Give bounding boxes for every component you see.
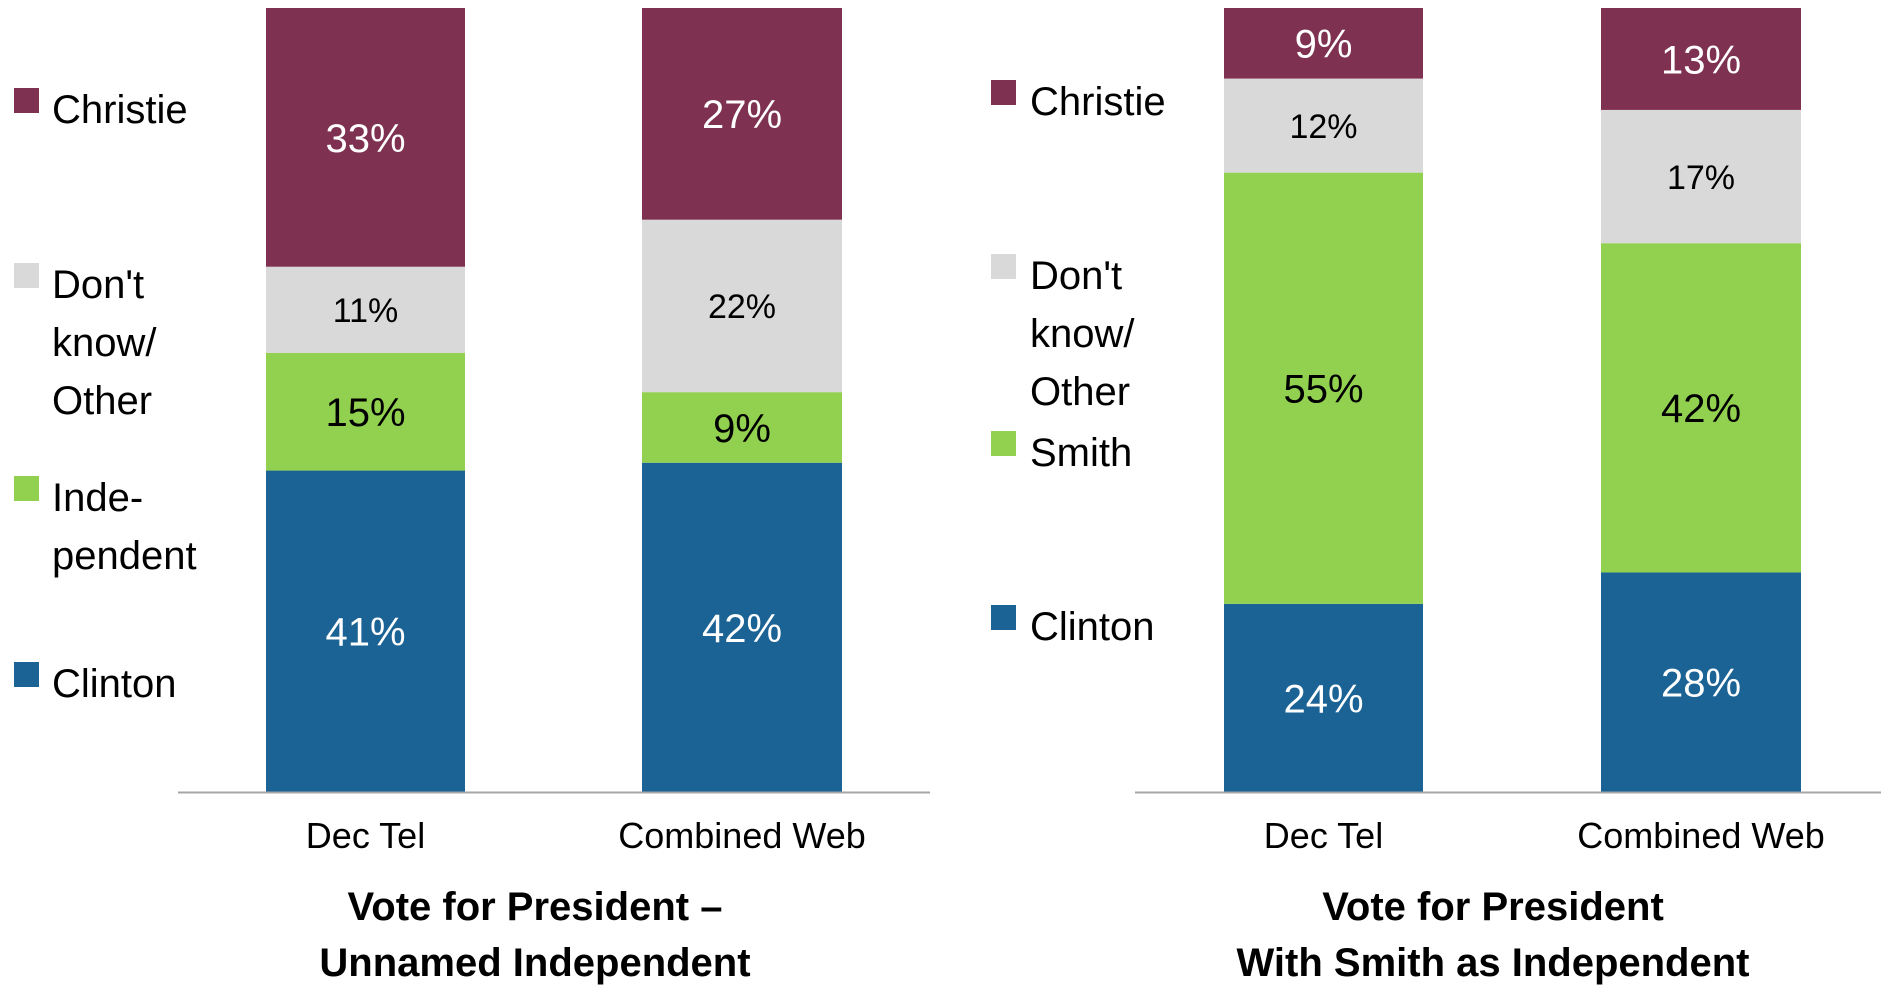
chart-title: Vote for President – [348, 885, 723, 929]
legend-label: Clinton [1030, 605, 1155, 649]
legend-swatch [991, 80, 1016, 105]
data-label-clinton-dec-tel: 24% [1283, 677, 1363, 721]
legend-label: Clinton [52, 662, 177, 706]
bar-segment-don-t-know-other-dec-tel [1224, 78, 1423, 173]
legend-label: Don't know/Other [52, 263, 157, 423]
chart-1: 41% 15% 11% 33% Dec Tel 42% 9% 22% 27% Combined W… [14, 8, 930, 985]
x-tick-label-combined-web: Combined Web [618, 815, 865, 856]
data-label-inde-pendent-combined-web: 9% [713, 407, 771, 451]
legend-label: Christie [1030, 80, 1166, 124]
bar-segment-smith-dec-tel [1224, 172, 1423, 604]
legend-swatch [14, 476, 39, 501]
bar-segment-inde-pendent-dec-tel [266, 352, 465, 471]
data-label-don-t-know-other-combined-web: 17% [1667, 159, 1735, 197]
bar-segment-inde-pendent-combined-web [642, 392, 842, 463]
bar-segment-clinton-combined-web [1601, 572, 1801, 792]
x-tick-label-combined-web: Combined Web [1577, 815, 1824, 856]
data-label-christie-dec-tel: 9% [1295, 23, 1353, 67]
data-label-christie-dec-tel: 33% [325, 117, 405, 161]
data-label-don-t-know-other-dec-tel: 11% [333, 292, 399, 330]
legend-label: Smith [1030, 431, 1132, 475]
data-label-smith-dec-tel: 55% [1283, 368, 1363, 412]
bar-segment-christie-combined-web [642, 8, 842, 220]
data-label-clinton-dec-tel: 41% [325, 611, 405, 655]
bar-segment-clinton-dec-tel [266, 470, 465, 792]
data-label-inde-pendent-dec-tel: 15% [325, 391, 405, 435]
legend-label: Christie [52, 88, 188, 132]
data-label-christie-combined-web: 13% [1661, 38, 1741, 82]
bar-segment-don-t-know-other-combined-web [642, 219, 842, 393]
legend-item-clinton: Clinton [14, 662, 177, 706]
data-label-christie-combined-web: 27% [702, 93, 782, 137]
legend-swatch [991, 431, 1016, 456]
legend-item-smith: Smith [991, 431, 1132, 475]
chart-title: Vote for President [1322, 885, 1664, 929]
data-label-clinton-combined-web: 28% [1661, 662, 1741, 706]
chart-2: 24% 55% 12% 9% Dec Tel 28% 42% 17% 13% Combined W… [991, 8, 1881, 985]
data-label-don-t-know-other-dec-tel: 12% [1289, 108, 1357, 146]
legend-label: Don't know/Other [1030, 254, 1135, 414]
legend-swatch [991, 254, 1016, 279]
bar-segment-clinton-combined-web [642, 462, 842, 792]
bar-segment-don-t-know-other-combined-web [1601, 109, 1801, 244]
legend-item-christie: Christie [991, 80, 1166, 124]
legend-label: Inde-pendent [52, 476, 197, 578]
legend-swatch [14, 662, 39, 687]
chart-subtitle: Unnamed Independent [319, 941, 750, 985]
legend-swatch [14, 88, 39, 113]
legend-item-inde-pendent: Inde-pendent [14, 476, 197, 578]
data-label-clinton-combined-web: 42% [702, 607, 782, 651]
legend-swatch [14, 263, 39, 288]
bar-segment-christie-combined-web [1601, 8, 1801, 110]
legend-item-clinton: Clinton [991, 605, 1155, 649]
legend-item-christie: Christie [14, 88, 188, 132]
bar-segment-smith-combined-web [1601, 243, 1801, 573]
bar-segment-christie-dec-tel [266, 8, 465, 267]
legend-item-don-t-know-other: Don't know/Other [14, 263, 157, 423]
bar-segment-clinton-dec-tel [1224, 603, 1423, 792]
data-label-smith-combined-web: 42% [1661, 387, 1741, 431]
legend-swatch [991, 605, 1016, 630]
bar-segment-don-t-know-other-dec-tel [266, 266, 465, 353]
chart-subtitle: With Smith as Independent [1237, 941, 1750, 985]
x-tick-label-dec-tel: Dec Tel [306, 815, 425, 856]
x-tick-label-dec-tel: Dec Tel [1264, 815, 1383, 856]
legend-item-don-t-know-other: Don't know/Other [991, 254, 1135, 414]
bar-segment-christie-dec-tel [1224, 8, 1423, 79]
data-label-don-t-know-other-combined-web: 22% [708, 288, 776, 326]
